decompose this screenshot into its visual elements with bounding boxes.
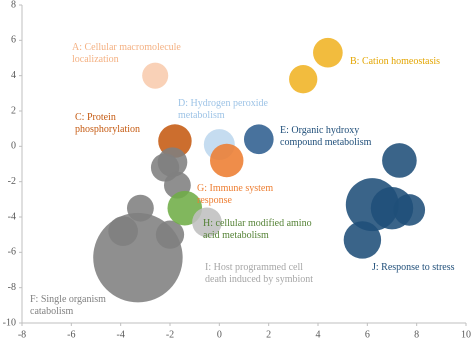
bubble: [343, 221, 382, 259]
y-tick-label: -4: [8, 211, 16, 222]
bubble: [126, 194, 154, 222]
x-tick-label: -4: [116, 329, 124, 340]
y-tick-label: 0: [11, 141, 16, 152]
y-tick-label: 6: [11, 35, 16, 46]
bubble: [289, 65, 318, 94]
y-tick-label: -6: [8, 247, 16, 258]
bubble-label: E: Organic hydroxy compound metabolism: [280, 125, 372, 148]
bubble-label: A: Cellular macromolecule localization: [72, 42, 181, 65]
bubble: [382, 143, 417, 178]
y-tick-label: 2: [11, 105, 16, 116]
y-tick-label: -2: [8, 176, 16, 187]
y-tick-label: 8: [11, 0, 16, 10]
x-tick-label: 2: [266, 329, 271, 340]
x-tick-label: 0: [217, 329, 222, 340]
bubble: [313, 37, 343, 68]
x-tick-label: -2: [166, 329, 174, 340]
x-tick-label: 4: [316, 329, 321, 340]
bubble-label: F: Single organism catabolism: [30, 294, 106, 317]
x-tick-label: -6: [67, 329, 75, 340]
y-tick-label: -10: [3, 317, 16, 328]
bubble: [210, 143, 244, 178]
y-tick-label: 4: [11, 70, 16, 81]
x-tick-label: -8: [18, 329, 26, 340]
bubble-label: G: Immune system response: [197, 183, 274, 206]
bubble: [142, 62, 169, 89]
bubble: [108, 216, 138, 246]
bubble-label: C: Protein phosphorylation: [75, 112, 140, 135]
bubble-label: J: Response to stress: [372, 262, 455, 273]
bubble-label: B: Cation homeostasis: [350, 56, 440, 67]
x-tick-label: 6: [365, 329, 370, 340]
x-tick-label: 10: [461, 329, 471, 340]
bubble: [192, 207, 222, 238]
x-tick-label: 8: [414, 329, 419, 340]
bubble: [393, 194, 426, 226]
bubble: [155, 220, 185, 249]
bubble-label: H: cellular modified amino acid metaboli…: [203, 218, 312, 241]
bubble: [243, 124, 274, 155]
bubble-label: D: Hydrogen peroxide metabolism: [178, 98, 268, 121]
y-tick-label: -8: [8, 282, 16, 293]
bubble-label: I: Host programmed cell death induced by…: [205, 262, 314, 285]
